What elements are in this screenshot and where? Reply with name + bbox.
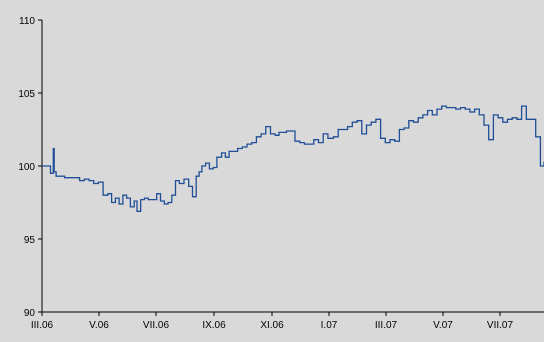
y-tick-label-100: 100 — [18, 162, 35, 173]
x-tick-label-xi-06: XI.06 — [260, 320, 284, 331]
y-tick-label-95: 95 — [24, 235, 36, 246]
x-tick-label-iii-06: III.06 — [31, 320, 54, 331]
x-tick-label-v-07: V.07 — [433, 320, 453, 331]
y-tick-label-110: 110 — [19, 16, 35, 27]
series-line — [42, 105, 544, 212]
x-tick-label-i-07: I.07 — [321, 320, 338, 331]
x-tick-label-v-06: V.06 — [89, 320, 109, 331]
y-ticks: 110 105 100 95 90 — [18, 16, 42, 319]
x-tick-label-vii-07: VII.07 — [487, 320, 514, 331]
x-ticks: III.06 V.06 VII.06 IX.06 XI.06 I.07 III.… — [31, 312, 514, 331]
x-tick-label-iii-07: III.07 — [375, 320, 398, 331]
x-tick-label-vii-06: VII.06 — [143, 320, 170, 331]
x-tick-label-ix-06: IX.06 — [202, 320, 226, 331]
y-tick-label-90: 90 — [24, 308, 36, 319]
y-tick-label-105: 105 — [18, 89, 35, 100]
